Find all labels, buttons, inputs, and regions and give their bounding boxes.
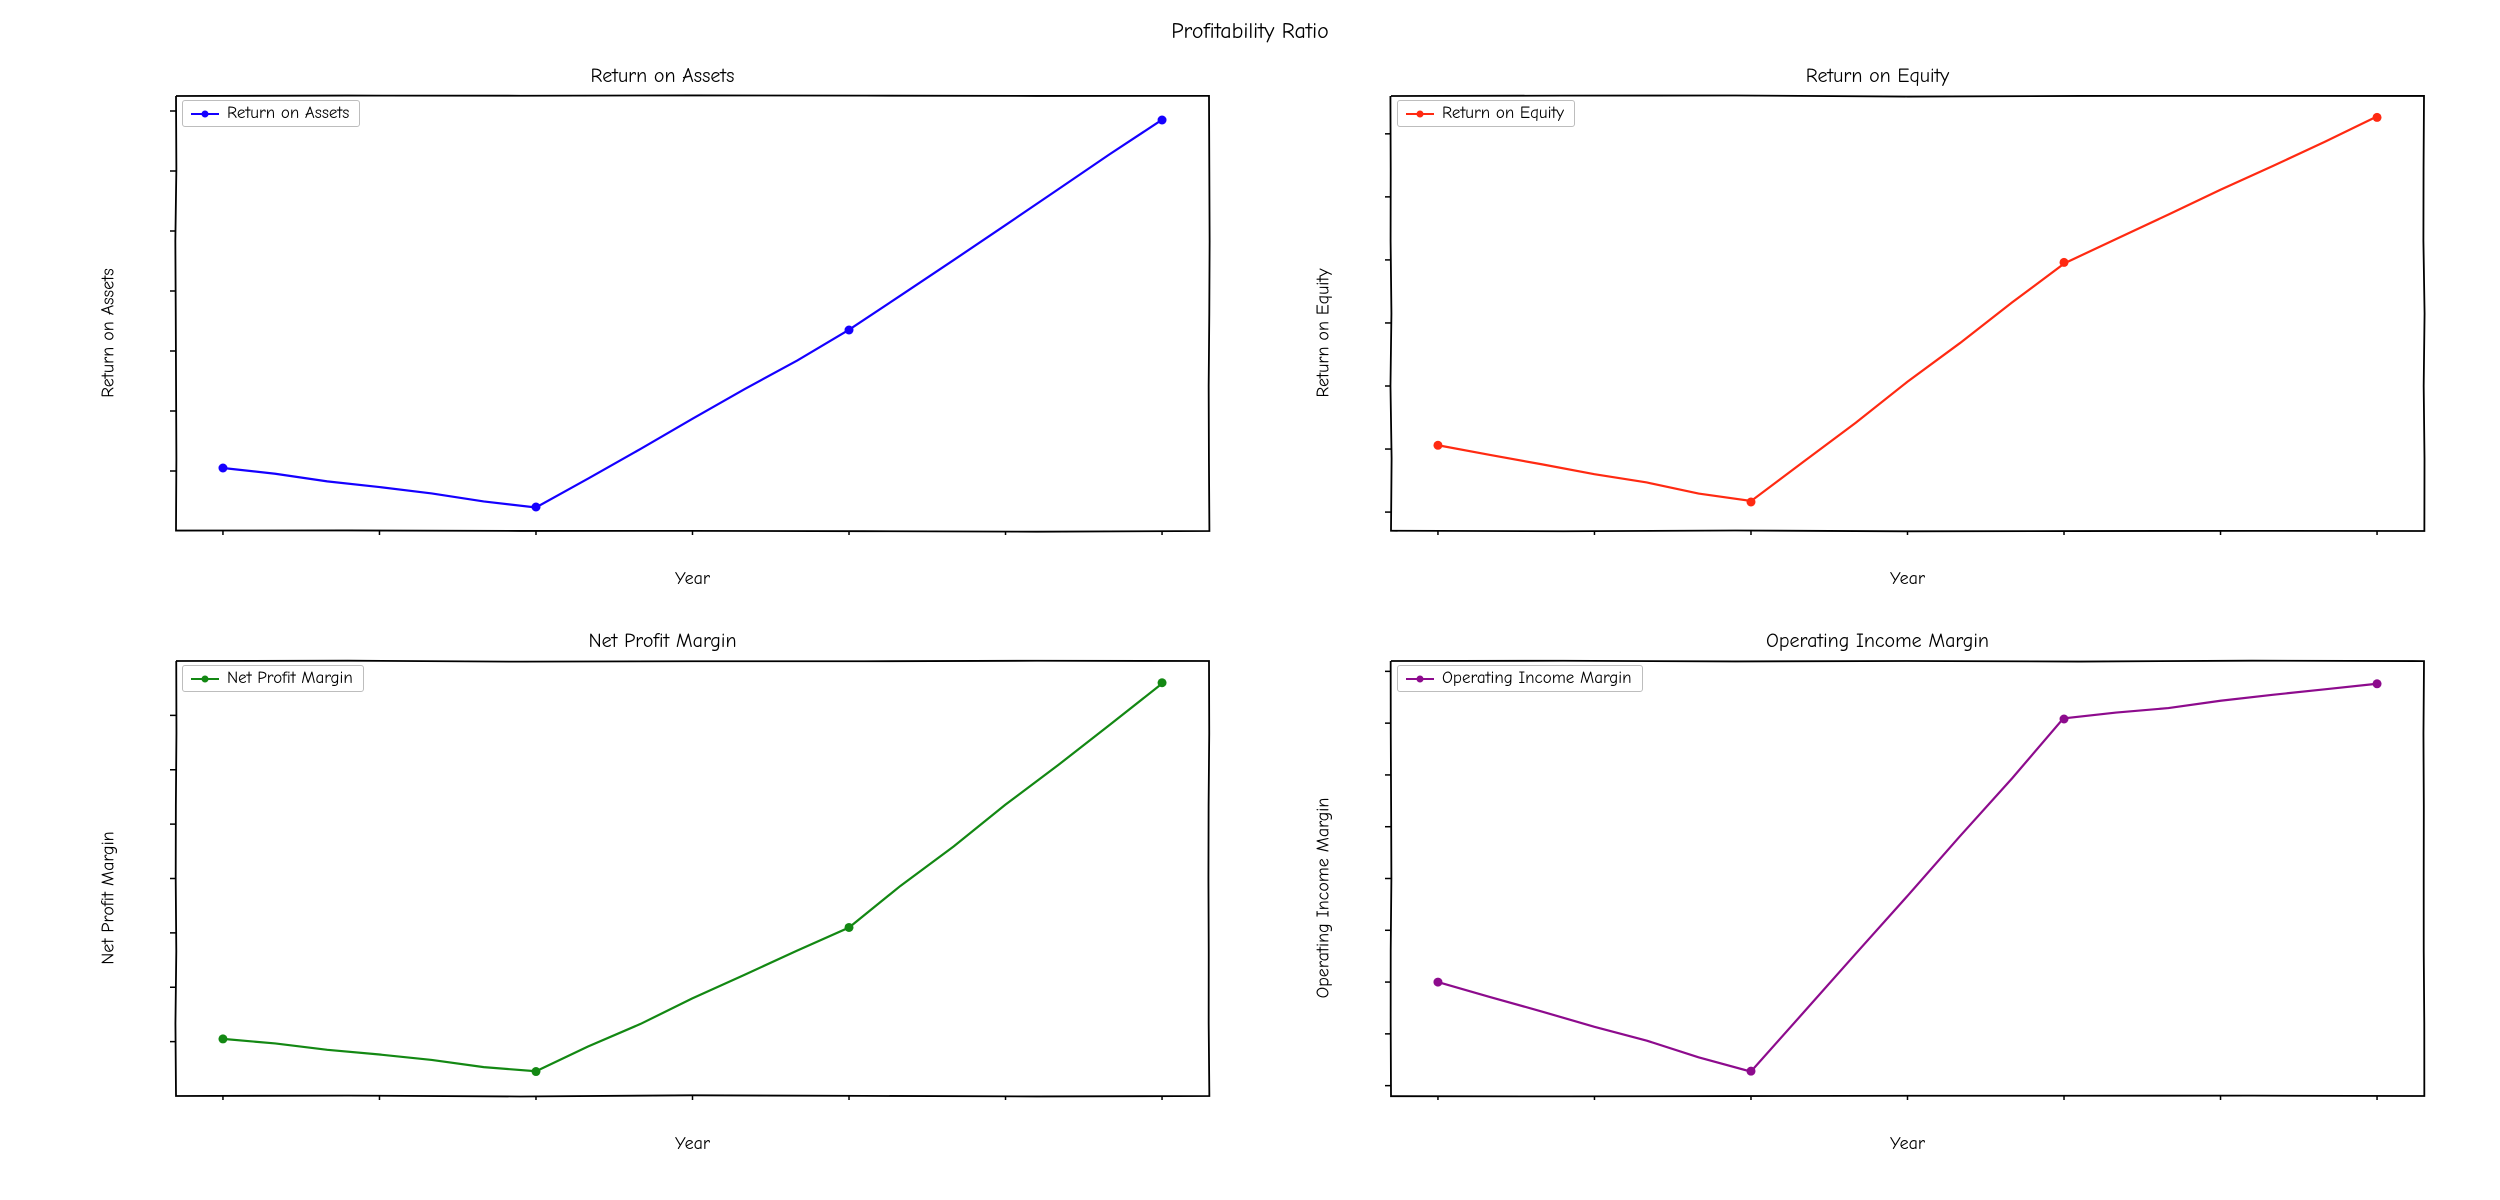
legend: Operating Income Margin [1397,665,1643,692]
axes: 2017.02017.52018.02018.52019.02019.52020… [1385,92,2430,535]
legend-label: Return on Assets [227,104,349,123]
y-axis-label: Operating Income Margin [1313,797,1334,998]
legend: Return on Equity [1397,100,1575,127]
subplot-title: Return on Assets [100,64,1225,87]
legend-marker-icon [1417,110,1424,117]
legend-line-icon [1406,113,1434,115]
legend-label: Return on Equity [1442,104,1564,123]
figure: Profitability Ratio Return on Assets Ret… [0,0,2500,1200]
y-axis-label: Return on Equity [1313,268,1334,397]
subplot-title: Operating Income Margin [1315,629,2440,652]
plot-svg: 2017.02017.52018.02018.52019.02019.52020… [170,92,1215,535]
plot-svg: 2017.02017.52018.02018.52019.02019.52020… [1385,92,2430,535]
subplot-oim: Operating Income Margin Operating Income… [1315,635,2440,1160]
axes: 2017.02017.52018.02018.52019.02019.52020… [1385,657,2430,1100]
subplot-grid: Return on Assets Return on Assets Year 2… [100,70,2440,1160]
legend-line-icon [191,678,219,680]
legend-line-icon [191,113,219,115]
plot-svg: 2017.02017.52018.02018.52019.02019.52020… [1385,657,2430,1100]
legend-label: Net Profit Margin [227,669,353,688]
legend-marker-icon [1417,675,1424,682]
legend: Return on Assets [182,100,360,127]
axes: 2017.02017.52018.02018.52019.02019.52020… [170,92,1215,535]
y-axis-label: Net Profit Margin [98,831,119,964]
subplot-roa: Return on Assets Return on Assets Year 2… [100,70,1225,595]
legend-marker-icon [202,110,209,117]
legend-marker-icon [202,675,209,682]
x-axis-label: Year [1385,568,2430,589]
x-axis-label: Year [170,1133,1215,1154]
figure-suptitle: Profitability Ratio [0,18,2500,44]
legend-line-icon [1406,678,1434,680]
subplot-npm: Net Profit Margin Net Profit Margin Year… [100,635,1225,1160]
subplot-title: Net Profit Margin [100,629,1225,652]
legend-label: Operating Income Margin [1442,669,1632,688]
plot-svg: 2017.02017.52018.02018.52019.02019.52020… [170,657,1215,1100]
subplot-roe: Return on Equity Return on Equity Year 2… [1315,70,2440,595]
legend: Net Profit Margin [182,665,364,692]
subplot-title: Return on Equity [1315,64,2440,87]
y-axis-label: Return on Assets [98,268,119,398]
axes: 2017.02017.52018.02018.52019.02019.52020… [170,657,1215,1100]
x-axis-label: Year [170,568,1215,589]
x-axis-label: Year [1385,1133,2430,1154]
